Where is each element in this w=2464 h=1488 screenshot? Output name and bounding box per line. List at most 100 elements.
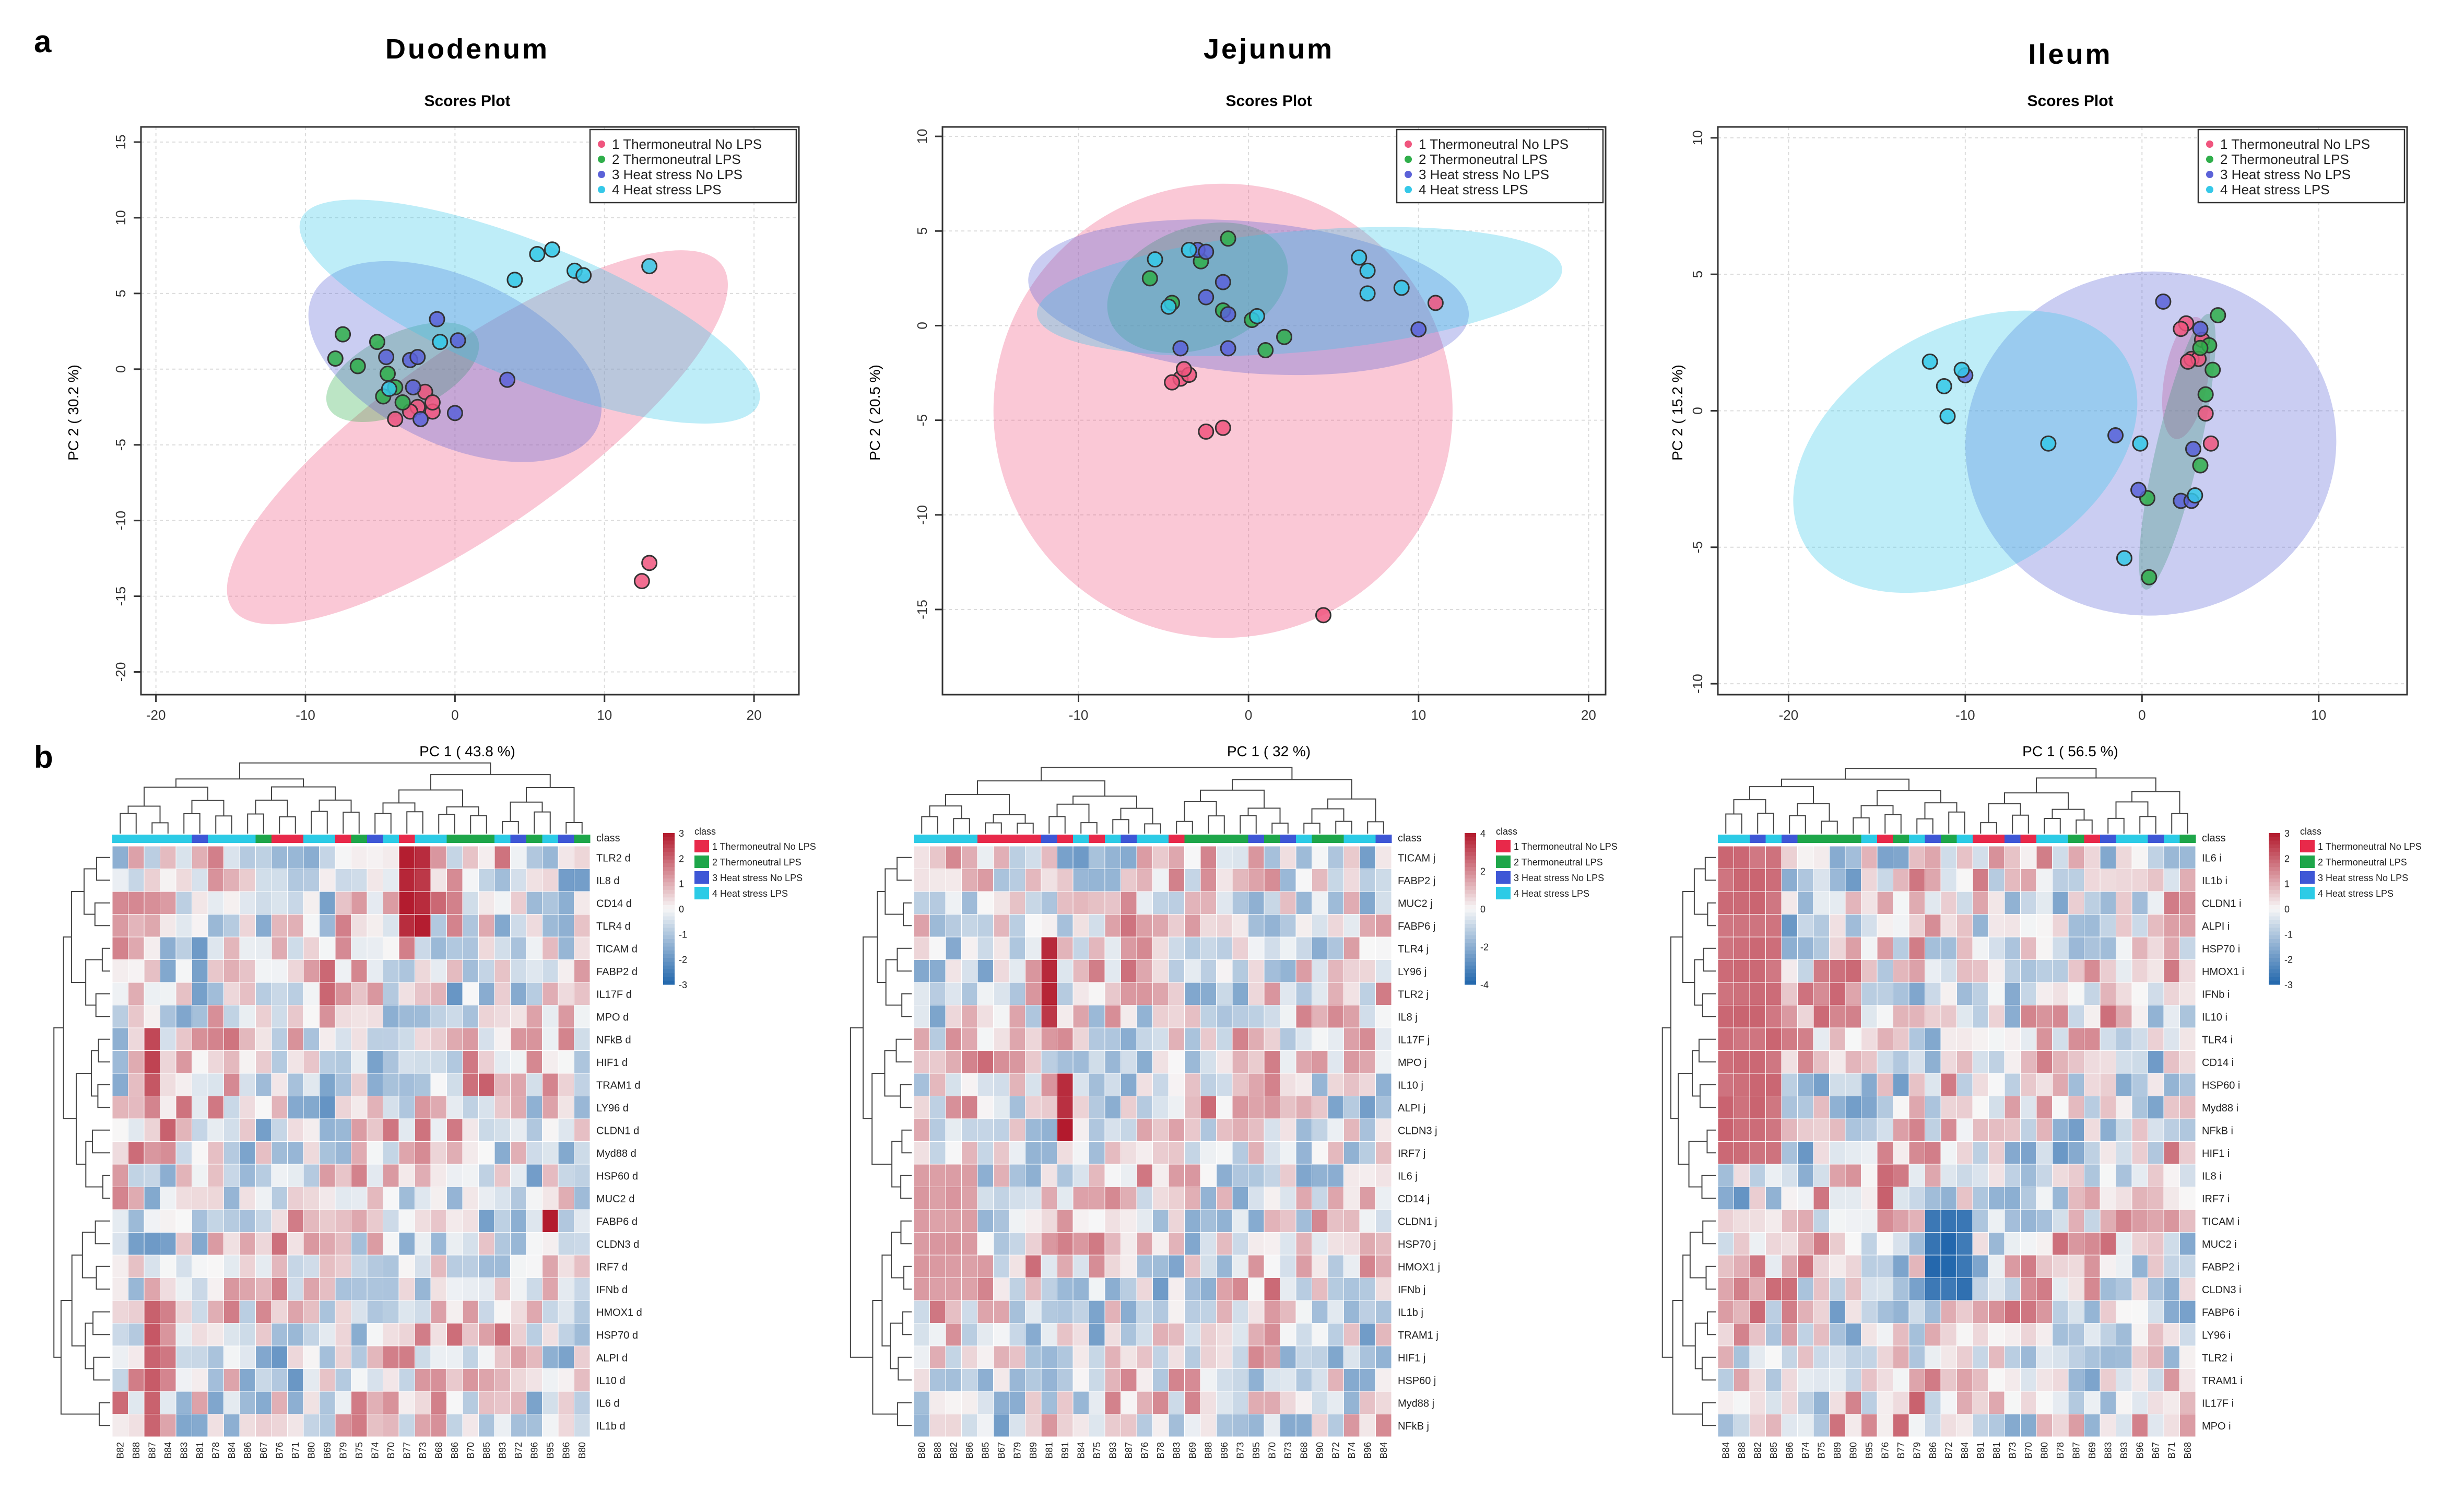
heatmap-cell bbox=[574, 1323, 591, 1346]
heatmap-cell bbox=[430, 1096, 447, 1119]
heatmap-cell bbox=[1072, 959, 1089, 983]
column-label: B93 bbox=[497, 1442, 508, 1459]
row-dendrogram-link bbox=[85, 959, 102, 1006]
heatmap-cell bbox=[2084, 1073, 2101, 1096]
heatmap-cell bbox=[2100, 1118, 2116, 1142]
heatmap-cell bbox=[144, 1050, 160, 1074]
heatmap-cell bbox=[1749, 891, 1766, 915]
heatmap-cell bbox=[462, 1278, 479, 1301]
colorbar-segment bbox=[663, 931, 675, 936]
heatmap-cell bbox=[1025, 1391, 1042, 1414]
heatmap-cell bbox=[287, 1118, 304, 1142]
heatmap-cell bbox=[1152, 891, 1169, 915]
colorbar-segment bbox=[1465, 962, 1476, 966]
heatmap-cell bbox=[446, 1096, 463, 1119]
heatmap-cell bbox=[2131, 936, 2148, 960]
heatmap-cell bbox=[1717, 936, 1734, 960]
heatmap-cell bbox=[961, 959, 978, 983]
heatmap-cell bbox=[945, 891, 962, 915]
heatmap-cell bbox=[977, 1414, 994, 1437]
heatmap-cell bbox=[1264, 1232, 1280, 1256]
heatmap-cell bbox=[398, 1050, 415, 1074]
heatmap-cell bbox=[1375, 1141, 1392, 1165]
class-bar-cell bbox=[383, 835, 399, 843]
heatmap-cell bbox=[1749, 1118, 1766, 1142]
score-point-group-4 bbox=[2187, 487, 2203, 504]
heatmap-cell bbox=[430, 869, 447, 892]
heatmap-cell bbox=[175, 1073, 192, 1096]
heatmap-cell bbox=[1765, 1345, 1782, 1369]
heatmap-cell bbox=[510, 1300, 527, 1323]
colorbar-segment bbox=[2269, 962, 2280, 966]
heatmap-cell bbox=[1025, 936, 1042, 960]
class-bar-cell bbox=[2116, 835, 2132, 843]
heatmap-cell bbox=[223, 1391, 240, 1414]
column-dendrogram-link bbox=[1781, 778, 1909, 791]
heatmap-cell bbox=[255, 1096, 272, 1119]
heatmap-cell bbox=[2100, 1414, 2116, 1437]
column-dendrogram-link bbox=[929, 805, 962, 819]
row-dendrogram-link bbox=[901, 1129, 912, 1154]
heatmap-cell bbox=[1893, 1187, 1909, 1210]
heatmap-cell bbox=[1280, 1391, 1296, 1414]
heatmap-cell bbox=[2004, 1141, 2021, 1165]
heatmap-cell bbox=[494, 1323, 511, 1346]
column-dendrogram-link bbox=[151, 822, 169, 834]
heatmap-cell bbox=[1765, 1391, 1782, 1414]
row-dendrogram-link bbox=[1689, 1232, 1706, 1279]
heatmap-cell bbox=[462, 982, 479, 1005]
heatmap-cell bbox=[287, 1164, 304, 1187]
heatmap-cell bbox=[1861, 1118, 1878, 1142]
heatmap-cell bbox=[1940, 1391, 1957, 1414]
class-bar-cell bbox=[144, 835, 160, 843]
row-dendrogram-link bbox=[890, 1322, 903, 1369]
heatmap-cell bbox=[913, 846, 930, 869]
column-dendrogram-link bbox=[1853, 817, 1870, 834]
heatmap-cell bbox=[1829, 1323, 1846, 1346]
heatmap-cell bbox=[1940, 891, 1957, 915]
heatmap-cell bbox=[160, 1164, 176, 1187]
heatmap-cell bbox=[2131, 1323, 2148, 1346]
heatmap-cell bbox=[993, 869, 1010, 892]
heatmap-cell bbox=[1829, 1096, 1846, 1119]
column-label: B96 bbox=[1362, 1442, 1373, 1459]
heatmap-cell bbox=[1216, 1345, 1233, 1369]
heatmap-cell bbox=[1295, 846, 1312, 869]
class-bar-cell bbox=[240, 835, 256, 843]
colorbar-segment bbox=[663, 878, 675, 883]
heatmap-cell bbox=[1057, 1345, 1074, 1369]
score-point-group-3 bbox=[2192, 321, 2209, 337]
class-bar-cell bbox=[946, 835, 962, 843]
heatmap-cell bbox=[335, 1050, 351, 1074]
heatmap-cell bbox=[478, 959, 495, 983]
heatmap-cell bbox=[2004, 914, 2021, 938]
heatmap-cell bbox=[558, 936, 574, 960]
heatmap-cell bbox=[993, 1345, 1010, 1369]
row-dendrogram-link bbox=[850, 1027, 873, 1358]
heatmap-cell bbox=[993, 936, 1010, 960]
heatmap-cell bbox=[1343, 1050, 1360, 1074]
heatmap-legend-swatch-4 bbox=[1496, 887, 1511, 899]
heatmap-cell bbox=[526, 1345, 543, 1369]
heatmap-cell bbox=[2036, 1391, 2053, 1414]
heatmap-cell bbox=[271, 1164, 288, 1187]
heatmap-cell bbox=[913, 1027, 930, 1051]
colorbar-segment bbox=[2269, 954, 2280, 958]
heatmap-cell bbox=[175, 1391, 192, 1414]
heatmap-cell bbox=[255, 1255, 272, 1278]
heatmap-cell bbox=[1781, 1323, 1798, 1346]
heatmap-cell bbox=[1972, 1164, 1989, 1187]
column-dendrogram-link bbox=[985, 822, 1002, 834]
heatmap-cell bbox=[1041, 1164, 1057, 1187]
class-bar-cell bbox=[510, 835, 527, 843]
row-dendrogram-link bbox=[897, 857, 912, 881]
heatmap-cell bbox=[367, 1323, 383, 1346]
heatmap-cell bbox=[462, 936, 479, 960]
heatmap-cell bbox=[2020, 1323, 2037, 1346]
heatmap-cell bbox=[1168, 1414, 1185, 1437]
heatmap-cell bbox=[1216, 1255, 1233, 1278]
heatmap-cell bbox=[1908, 1345, 1925, 1369]
heatmap-cell bbox=[2131, 1368, 2148, 1392]
heatmap-cell bbox=[1295, 1323, 1312, 1346]
colorbar-segment bbox=[2269, 886, 2280, 891]
